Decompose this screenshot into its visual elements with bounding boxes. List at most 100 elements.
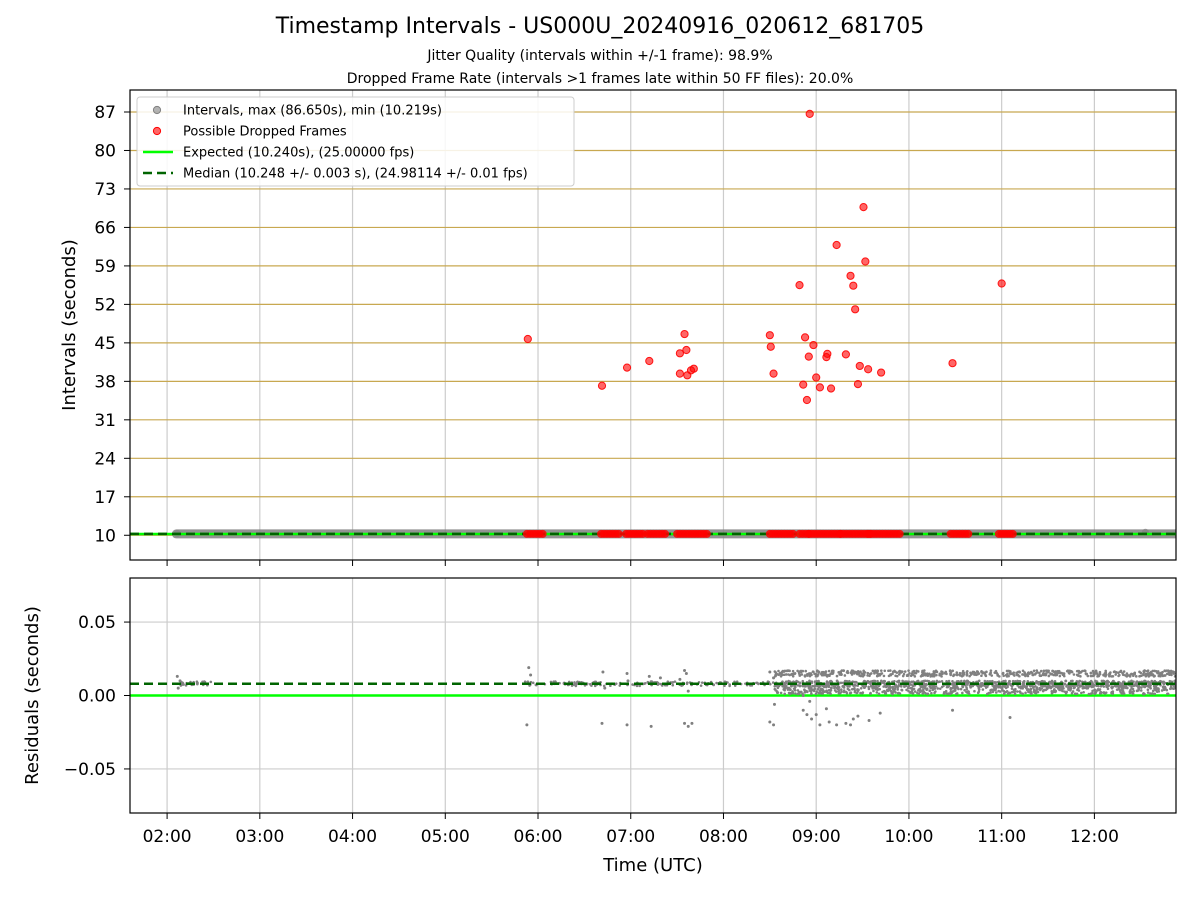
residual-point [877,684,881,688]
residual-point [827,688,831,692]
residual-point [905,688,908,692]
residual-point [1026,688,1029,692]
residual-point [854,670,858,674]
residual-point [699,684,703,687]
dropped-frame-point [645,356,654,366]
residual-point [987,691,991,695]
residual-point [1155,686,1158,690]
x-tick-label: 09:00 [792,827,841,847]
residual-point [1054,672,1057,676]
residual-point [814,692,818,696]
residual-point [178,679,182,683]
residual-point [909,686,913,690]
residual-point [883,690,887,693]
residual-point [1105,684,1108,687]
residual-point [777,684,781,688]
residual-point [1137,685,1141,688]
residual-point [995,680,999,684]
residual-point [851,680,854,683]
residual-point [1093,688,1096,691]
residual-point [1058,674,1062,678]
residual-point [856,714,860,718]
residual-point [1150,679,1154,683]
dropped-frame-point [769,369,778,378]
residual-point [881,690,884,694]
residual-point [840,688,843,691]
residual-point [1084,672,1088,675]
residual-point [1115,688,1119,691]
residual-point [862,669,865,673]
residual-point [1005,673,1009,676]
residual-point [1005,689,1009,693]
residual-point [963,679,966,683]
residual-point [817,691,821,695]
residual-point [788,673,792,677]
residual-point [940,670,943,673]
residual-point [1147,672,1150,675]
residual-point [1082,685,1085,688]
residual-point [768,670,772,674]
residual-point [837,689,840,693]
residual-point [803,674,807,677]
residual-point [1121,682,1124,685]
x-tick-label: 02:00 [143,827,192,847]
dropped-frame-point [804,352,813,361]
residual-point [878,674,882,677]
residual-point [951,708,955,712]
residual-point [783,692,787,696]
residual-point [1076,669,1079,673]
residual-point [1031,673,1034,677]
dropped-frame-point [702,529,711,538]
residual-point [985,680,989,684]
residual-point [1043,680,1046,683]
residual-point [926,674,930,677]
residual-point [931,688,935,692]
residual-point [647,674,651,678]
residual-point [1018,690,1022,693]
residual-point [1155,690,1159,693]
residual-point [1103,692,1107,695]
residual-point [863,680,867,683]
residual-point [837,692,841,695]
residual-point [772,723,776,727]
residual-point [801,708,805,712]
residual-point [994,669,998,673]
residual-point [1112,670,1116,674]
residual-point [876,679,879,683]
residual-point [686,689,690,693]
dropped-frame-point [809,340,818,350]
residual-point [940,685,944,689]
residual-point [1062,672,1066,675]
y-tick-label: 45 [94,334,116,354]
residual-point [961,691,964,695]
residual-point [922,679,926,683]
dropped-frame-point [895,529,904,538]
residual-point [959,687,963,691]
residual-point [1072,673,1076,676]
residual-point [938,687,942,690]
residual-point [927,680,931,683]
residual-point [863,686,866,689]
residual-point [818,723,822,727]
residual-point [910,690,914,694]
residual-point [850,670,853,674]
residual-point [1095,689,1099,692]
residual-point [1130,679,1133,683]
residual-point [809,687,813,690]
residual-point [958,673,962,676]
residual-point [1073,692,1077,696]
residual-point [1091,689,1094,693]
residual-point [766,680,770,683]
residual-point [825,690,829,694]
residual-point [1110,691,1113,695]
residual-point [1100,679,1104,683]
residual-point [893,679,896,683]
residual-point [951,669,955,673]
residual-point [869,691,872,695]
residual-point [859,670,862,673]
residual-point [924,682,928,686]
residual-point [1077,674,1080,677]
residual-point [861,675,865,678]
dropped-frame-point [597,381,607,390]
residual-point [891,685,895,689]
